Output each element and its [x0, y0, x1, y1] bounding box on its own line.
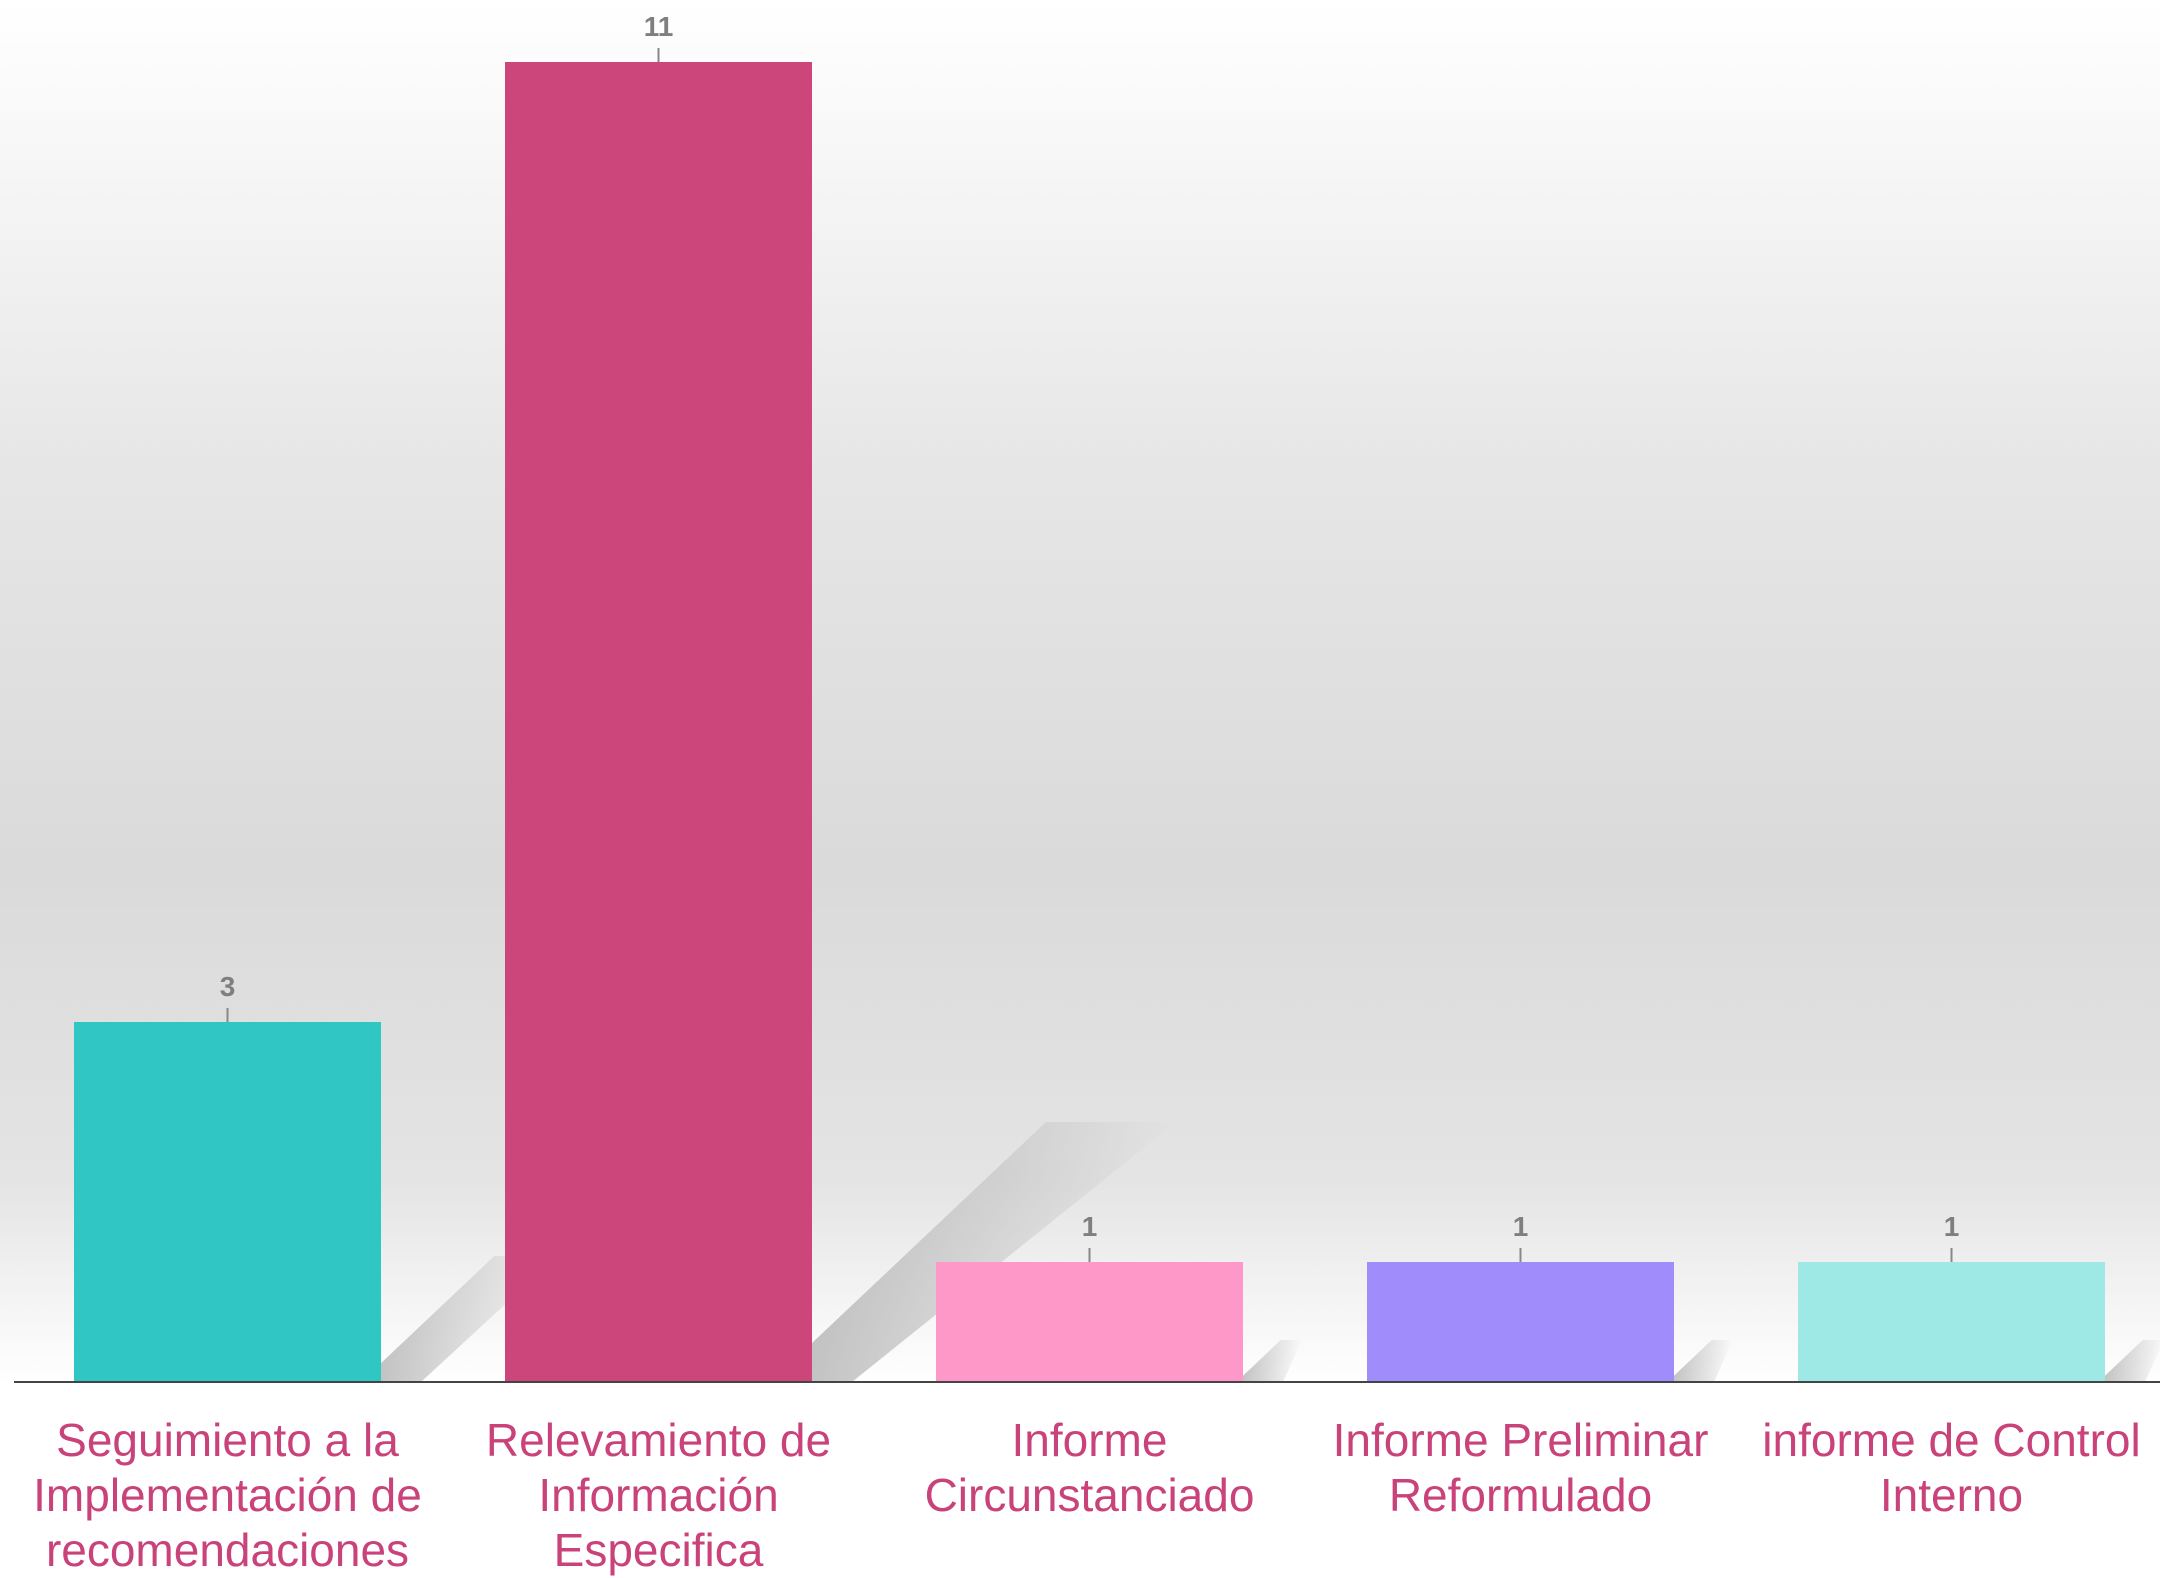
bar-shadow	[1243, 1340, 1302, 1382]
bar	[1367, 1262, 1674, 1382]
bar-shadow	[2105, 1340, 2160, 1382]
value-label: 1	[1944, 1211, 1960, 1242]
value-label: 1	[1513, 1211, 1529, 1242]
bar-shadow	[812, 1122, 1176, 1382]
x-tick-label: Seguimiento a la Implementación de recom…	[33, 1414, 422, 1576]
x-tick-label: Informe Circunstanciado	[924, 1414, 1255, 1521]
value-label: 1	[1082, 1211, 1098, 1242]
x-tick-label: Relevamiento de Información Especifica	[485, 1414, 832, 1576]
value-label: 11	[644, 11, 674, 42]
bar	[1798, 1262, 2105, 1382]
bar-shadow	[1674, 1340, 1733, 1382]
x-tick-label: informe de Control Interno	[1762, 1414, 2141, 1521]
x-tick-label: Informe Preliminar Reformulado	[1332, 1414, 1709, 1521]
bar	[505, 62, 812, 1382]
bar	[74, 1022, 381, 1382]
value-label: 3	[220, 971, 236, 1002]
bar	[936, 1262, 1243, 1382]
